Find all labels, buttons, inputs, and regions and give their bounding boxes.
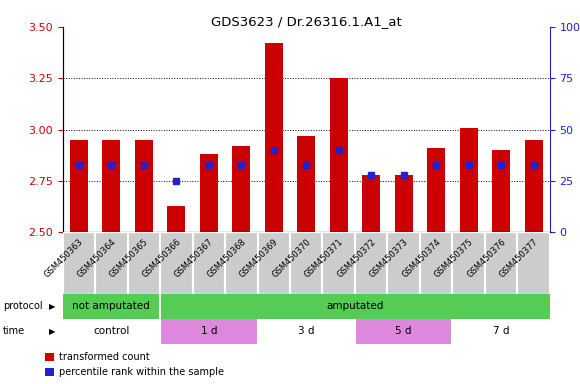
- Bar: [168, 205, 185, 232]
- Text: 5 d: 5 d: [396, 326, 412, 336]
- Bar: [70, 140, 88, 232]
- Text: GSM450367: GSM450367: [173, 237, 215, 280]
- Text: 1 d: 1 d: [201, 326, 217, 336]
- Text: GSM450371: GSM450371: [303, 237, 345, 280]
- Text: GSM450374: GSM450374: [400, 237, 443, 280]
- Bar: [258, 319, 355, 344]
- Text: ▶: ▶: [49, 302, 55, 311]
- Text: protocol: protocol: [3, 301, 42, 311]
- Text: GSM450377: GSM450377: [498, 237, 540, 280]
- Text: time: time: [3, 326, 25, 336]
- Bar: [427, 148, 445, 232]
- Bar: [298, 136, 315, 232]
- Bar: [63, 319, 160, 344]
- Legend: transformed count, percentile rank within the sample: transformed count, percentile rank withi…: [45, 353, 224, 377]
- Bar: [160, 319, 258, 344]
- Text: GSM450366: GSM450366: [140, 237, 183, 280]
- Bar: [200, 154, 218, 232]
- Bar: [460, 127, 477, 232]
- Bar: [233, 146, 250, 232]
- Bar: [330, 78, 347, 232]
- Text: 3 d: 3 d: [298, 326, 314, 336]
- Text: 7 d: 7 d: [493, 326, 509, 336]
- Bar: [362, 175, 380, 232]
- Bar: [492, 150, 510, 232]
- Text: GSM450375: GSM450375: [433, 237, 475, 280]
- Bar: [395, 175, 412, 232]
- Text: GSM450368: GSM450368: [205, 237, 248, 280]
- Text: GDS3623 / Dr.26316.1.A1_at: GDS3623 / Dr.26316.1.A1_at: [211, 15, 401, 28]
- Bar: [452, 319, 550, 344]
- Text: GSM450364: GSM450364: [75, 237, 118, 280]
- Bar: [265, 43, 282, 232]
- Text: ▶: ▶: [49, 327, 55, 336]
- Bar: [103, 140, 120, 232]
- Text: GSM450370: GSM450370: [270, 237, 313, 280]
- Bar: [355, 319, 452, 344]
- Text: GSM450369: GSM450369: [238, 237, 280, 280]
- Text: amputated: amputated: [327, 301, 383, 311]
- Text: GSM450376: GSM450376: [465, 237, 508, 280]
- Text: not amputated: not amputated: [72, 301, 150, 311]
- Text: GSM450363: GSM450363: [43, 237, 85, 280]
- Text: GSM450365: GSM450365: [108, 237, 150, 280]
- Bar: [525, 140, 542, 232]
- Text: control: control: [93, 326, 129, 336]
- Text: GSM450372: GSM450372: [335, 237, 378, 280]
- Bar: [135, 140, 153, 232]
- Text: GSM450373: GSM450373: [368, 237, 410, 280]
